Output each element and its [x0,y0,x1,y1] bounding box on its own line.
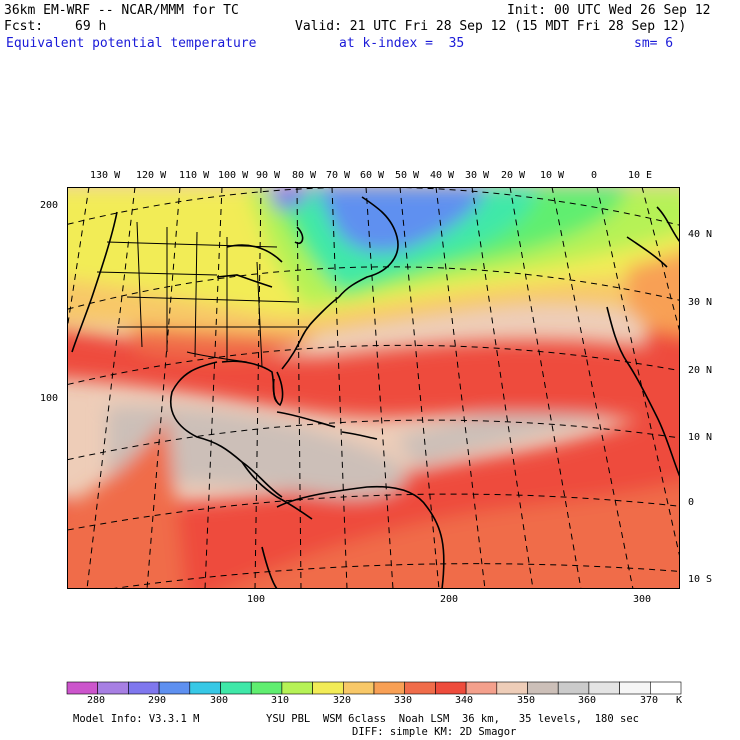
title-model: 36km EM-WRF -- NCAR/MMM for TC [4,3,239,18]
grid-x-label: 300 [633,594,652,605]
grid-y-label: 100 [40,393,59,404]
smoothing-info: sm= 6 [634,36,674,51]
lon-label: 20 W [501,170,526,181]
colorbar-swatch [97,681,129,695]
colorbar-swatch [158,681,191,695]
colorbar-label: 330 [394,695,413,706]
coastlines [71,196,680,589]
lon-label: 110 W [179,170,210,181]
colorbar-swatch [342,681,375,695]
colorbar-swatch [619,681,651,695]
lon-label: 60 W [360,170,385,181]
physics-info: YSU PBL WSM 6class Noah LSM 36 km, 35 le… [266,713,639,725]
theta-e-map [67,187,680,589]
colorbar-label: 370 [640,695,659,706]
colorbar-swatch [557,681,590,695]
colorbar-swatch [404,681,436,695]
lon-label: 30 W [465,170,490,181]
diffusion-info: DIFF: simple KM: 2D Smagor [352,726,517,738]
colorbar-swatch [435,681,467,695]
forecast-hour: 69 h [75,19,107,34]
colorbar-swatch [281,681,313,695]
colorbar-swatch [220,681,252,695]
grid-x-label: 100 [247,594,266,605]
forecast-label: Fcst: [4,19,44,34]
colorbar [66,681,682,695]
level-info: at k-index = 35 [339,36,465,51]
colorbar-label: 290 [148,695,167,706]
lat-label: 10 S [688,574,713,585]
lat-label: 40 N [688,229,713,240]
colorbar-unit: K [676,695,683,706]
lon-label: 0 [591,170,598,181]
lon-label: 40 W [430,170,455,181]
grid-y-label: 200 [40,200,59,211]
color-field [67,187,680,589]
model-info: Model Info: V3.3.1 M [73,713,200,725]
colorbar-swatch [527,681,559,695]
colorbar-swatch [496,681,528,695]
lon-label: 130 W [90,170,121,181]
lon-label: 50 W [395,170,420,181]
colorbar-swatch [373,681,406,695]
colorbar-label: 300 [210,695,229,706]
colorbar-swatch [649,681,682,695]
init-time: Init: 00 UTC Wed 26 Sep 12 [507,3,711,18]
lon-label: 90 W [256,170,281,181]
colorbar-label: 280 [87,695,106,706]
colorbar-swatch [250,681,283,695]
lat-label: 10 N [688,432,713,443]
lon-label: 10 E [628,170,653,181]
colorbar-label: 320 [333,695,352,706]
colorbar-swatch [128,681,160,695]
colorbar-swatch [465,681,498,695]
colorbar-label: 310 [271,695,290,706]
lon-label: 10 W [540,170,565,181]
lon-label: 80 W [292,170,317,181]
colorbar-swatch [189,681,221,695]
colorbar-swatch [66,681,99,695]
lat-label: 0 [688,497,695,508]
lat-label: 30 N [688,297,713,308]
lat-label: 20 N [688,365,713,376]
lon-label: 120 W [136,170,167,181]
colorbar-swatch [588,681,620,695]
field-name: Equivalent potential temperature [6,36,257,51]
lon-label: 100 W [218,170,249,181]
colorbar-label: 360 [578,695,597,706]
valid-time: Valid: 21 UTC Fri 28 Sep 12 (15 MDT Fri … [295,19,687,34]
grid-x-label: 200 [440,594,459,605]
colorbar-label: 350 [517,695,536,706]
political-borders [96,221,307,368]
colorbar-label: 340 [455,695,474,706]
graticule [67,187,680,589]
colorbar-swatch [312,681,344,695]
lon-label: 70 W [326,170,351,181]
